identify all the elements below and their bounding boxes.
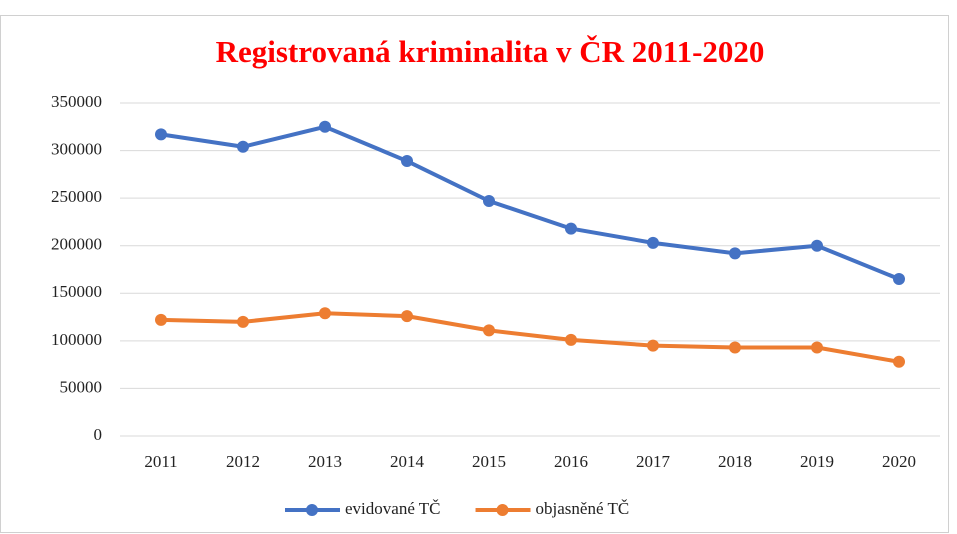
data-point bbox=[237, 140, 249, 153]
chart-border bbox=[0, 15, 949, 533]
x-tick-label: 2014 bbox=[390, 452, 425, 471]
data-point bbox=[729, 247, 741, 260]
data-point bbox=[237, 315, 249, 328]
data-point bbox=[893, 355, 905, 368]
y-tick-label: 350000 bbox=[51, 92, 102, 111]
legend-label: objasněné TČ bbox=[536, 499, 630, 518]
data-point bbox=[811, 239, 823, 252]
y-tick-label: 250000 bbox=[51, 187, 102, 206]
data-point bbox=[401, 155, 413, 168]
x-tick-label: 2012 bbox=[226, 452, 260, 471]
y-tick-label: 300000 bbox=[51, 139, 102, 158]
legend-marker bbox=[496, 504, 509, 516]
data-point bbox=[729, 341, 741, 354]
chart-title: Registrovaná kriminalita v ČR 2011-2020 bbox=[216, 34, 765, 69]
legend-marker bbox=[306, 504, 318, 516]
series-line bbox=[160, 124, 900, 281]
data-point bbox=[647, 339, 659, 352]
data-point bbox=[319, 307, 331, 320]
x-tick-label: 2015 bbox=[472, 452, 506, 471]
x-tick-label: 2019 bbox=[800, 452, 834, 471]
series-line bbox=[160, 311, 900, 364]
data-point bbox=[401, 310, 413, 323]
data-point bbox=[565, 222, 577, 235]
data-point bbox=[647, 236, 659, 249]
data-point bbox=[483, 324, 495, 337]
data-point bbox=[155, 128, 167, 141]
data-point bbox=[893, 273, 905, 286]
y-tick-label: 0 bbox=[94, 425, 103, 444]
data-point bbox=[811, 341, 823, 354]
data-point bbox=[483, 194, 495, 207]
y-tick-label: 100000 bbox=[51, 330, 102, 349]
x-tick-label: 2016 bbox=[554, 452, 588, 471]
legend-label: evidované TČ bbox=[345, 499, 441, 518]
x-tick-label: 2017 bbox=[636, 452, 671, 471]
data-point bbox=[319, 120, 331, 133]
x-tick-label: 2020 bbox=[882, 452, 916, 471]
y-tick-label: 50000 bbox=[60, 377, 103, 396]
y-tick-label: 200000 bbox=[51, 235, 102, 254]
x-tick-label: 2018 bbox=[718, 452, 752, 471]
y-tick-label: 150000 bbox=[51, 282, 102, 301]
data-point bbox=[155, 313, 167, 326]
x-tick-label: 2011 bbox=[144, 452, 177, 471]
x-tick-label: 2013 bbox=[308, 452, 342, 471]
data-point bbox=[565, 333, 577, 346]
